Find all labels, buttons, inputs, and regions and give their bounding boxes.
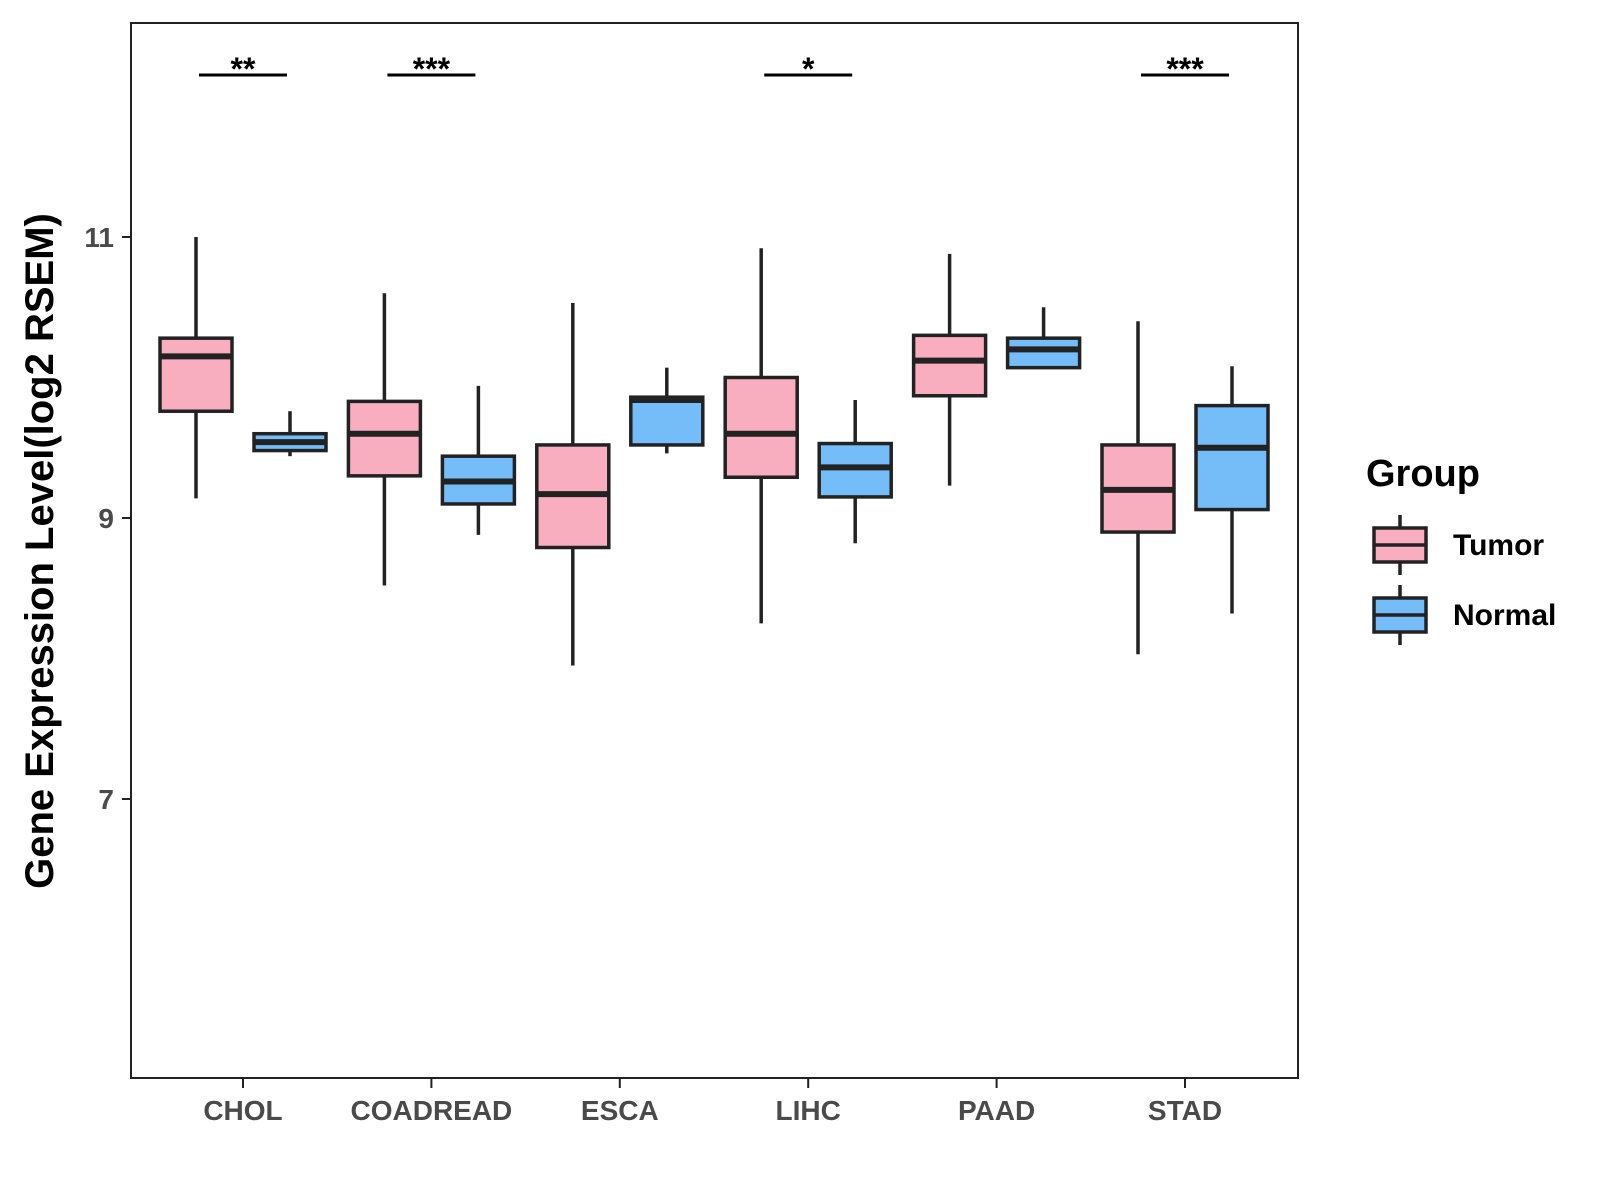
box-body: [346, 399, 423, 478]
box-tumor-paad: [911, 253, 988, 486]
y-axis: 7 9 11: [84, 222, 131, 815]
box-body: [629, 395, 705, 447]
box-tumor-lihc: [723, 248, 799, 624]
box-normal-lihc: [817, 399, 893, 544]
x-axis: CHOL COADREAD ESCA LIHC PAAD STAD: [203, 1078, 1222, 1126]
significance-label: ***: [1166, 51, 1204, 87]
plot-panel: [130, 22, 1299, 1079]
y-tick-label: 7: [98, 784, 114, 815]
legend-item-tumor: Tumor: [1372, 515, 1544, 575]
y-tick-label: 11: [84, 222, 114, 253]
x-tick-label-chol: CHOL: [203, 1095, 282, 1126]
legend-title: Group: [1366, 453, 1480, 495]
box-layer: [158, 237, 1270, 666]
box-normal-esca: [629, 367, 705, 454]
significance-coadread: ***: [387, 51, 476, 87]
significance-layer: ** *** * ***: [199, 51, 1229, 87]
significance-label: ***: [413, 51, 451, 87]
box-normal-chol: [252, 411, 328, 457]
significance-label: *: [802, 51, 815, 87]
box-body: [1194, 403, 1270, 512]
box-normal-coadread: [440, 385, 517, 535]
y-axis-title: Gene Expression Level(log2 RSEM): [18, 213, 62, 889]
significance-stad: ***: [1141, 51, 1229, 87]
box-normal-paad: [1005, 307, 1082, 370]
legend-label-normal: Normal: [1453, 599, 1556, 632]
significance-lihc: *: [764, 51, 853, 87]
box-body: [911, 333, 988, 398]
legend-label-tumor: Tumor: [1453, 529, 1544, 562]
box-body: [723, 375, 799, 480]
significance-label: **: [231, 51, 256, 87]
x-tick-label-coadread: COADREAD: [351, 1095, 513, 1126]
x-tick-label-esca: ESCA: [581, 1095, 659, 1126]
box-tumor-esca: [535, 303, 611, 666]
significance-chol: **: [199, 51, 287, 87]
x-tick-label-stad: STAD: [1148, 1095, 1222, 1126]
box-normal-stad: [1194, 366, 1270, 614]
box-tumor-coadread: [346, 293, 423, 586]
box-tumor-stad: [1100, 321, 1176, 655]
x-tick-label-lihc: LIHC: [776, 1095, 841, 1126]
legend-item-normal: Normal: [1372, 585, 1556, 645]
x-tick-label-paad: PAAD: [958, 1095, 1035, 1126]
y-tick-label: 9: [98, 503, 114, 534]
legend: Group Tumor Normal: [1366, 453, 1556, 645]
box-tumor-chol: [158, 237, 234, 499]
box-body: [158, 336, 234, 413]
box-body: [1005, 336, 1082, 370]
